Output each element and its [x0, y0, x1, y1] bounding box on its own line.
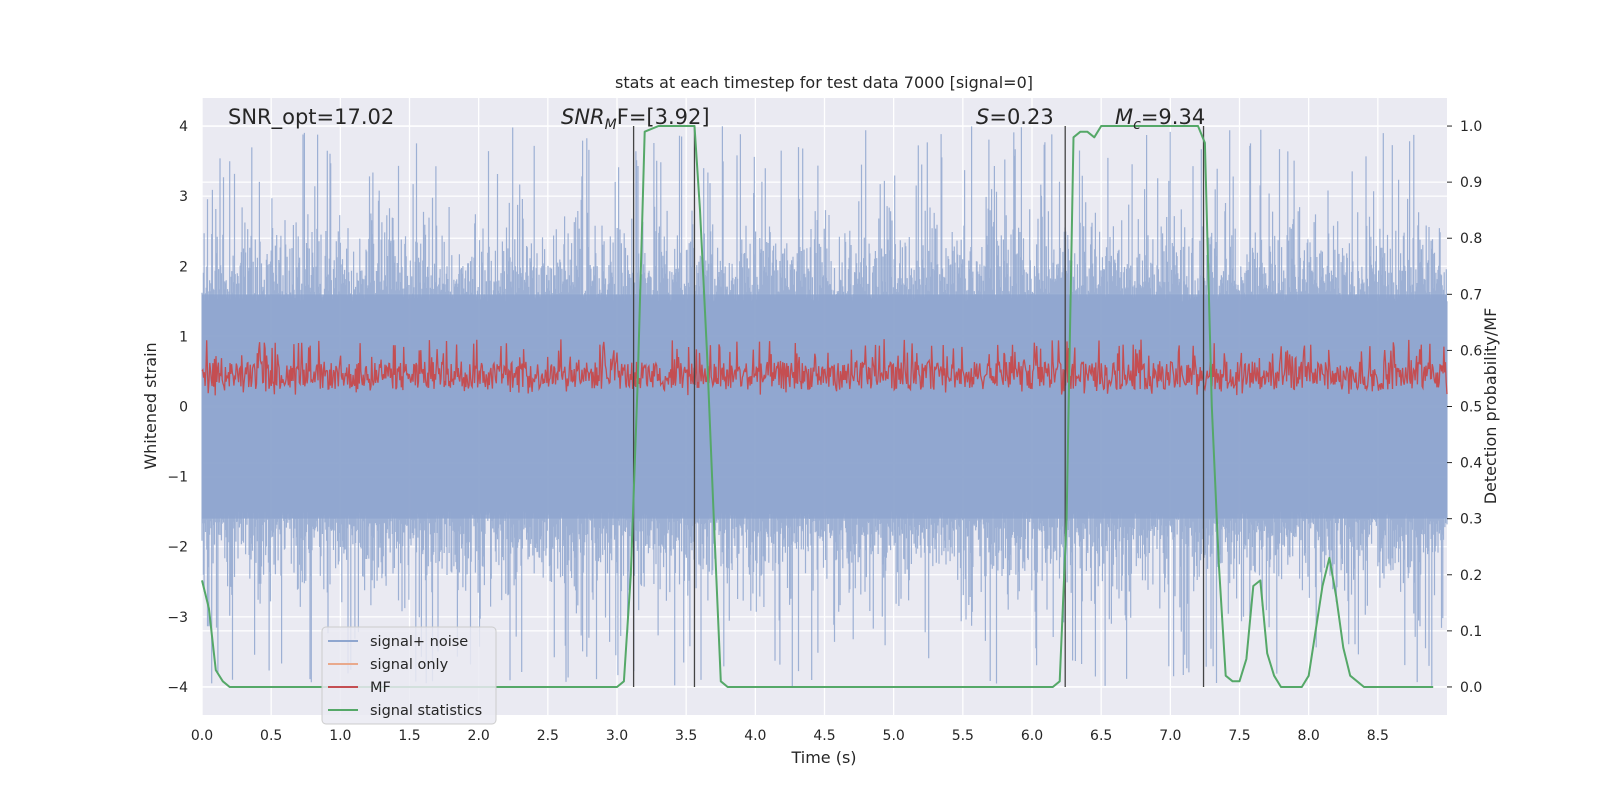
- vertical-markers: [632, 126, 1205, 687]
- y2-tick-label: 1.0: [1460, 119, 1482, 135]
- series-signal-noise: [201, 126, 1448, 686]
- x-tick-label: 6.5: [1090, 728, 1112, 744]
- series-mf: [201, 339, 1448, 396]
- y2-tick-label: 0.8: [1460, 231, 1482, 247]
- annotation-s-rest: =0.23: [989, 105, 1053, 129]
- y2-tick-labels: 1.0 0.9 0.8 0.7 0.6 0.5 0.4 0.3 0.2 0.1 0.0: [1447, 119, 1482, 696]
- legend-frame: [321, 626, 497, 725]
- series-signal-statistics: [201, 125, 1434, 688]
- y2-tick-label: 0.7: [1460, 287, 1482, 303]
- x-tick-label: 6.0: [1021, 728, 1043, 744]
- x-tick-label: 7.5: [1228, 728, 1250, 744]
- x-tick-label: 8.5: [1367, 728, 1389, 744]
- x-tick-label: 4.0: [744, 728, 766, 744]
- annotation-snr-mf-main: SNR: [561, 105, 605, 129]
- y-tick-label: −1: [167, 470, 188, 486]
- y-tick-label: −3: [167, 610, 188, 626]
- y2-tick-label: 0.6: [1460, 343, 1482, 359]
- y2-tick-label: 0.9: [1460, 175, 1482, 191]
- y-tick-label: −4: [167, 680, 188, 696]
- x-tick-label: 2.5: [537, 728, 559, 744]
- signal-statistics-line: [201, 125, 1434, 688]
- annotation-mc: Mc=9.34: [1115, 105, 1205, 133]
- y-tick-label: 0: [179, 400, 188, 416]
- annotation-snr-mf-rest: F=[3.92]: [617, 105, 710, 129]
- annotation-mc-rest: =9.34: [1141, 105, 1205, 129]
- legend: signal+ noise signal only MF signal stat…: [321, 626, 497, 725]
- legend-label-signal-only: signal only: [370, 657, 449, 673]
- y2-tick-label: 0.4: [1460, 456, 1482, 472]
- y2-tick-label: 0.5: [1460, 400, 1482, 416]
- y2-tick-label: 0.1: [1460, 624, 1482, 640]
- y-tick-labels: 4 3 2 1 0 −1 −2 −3 −4: [167, 119, 188, 696]
- x-tick-label: 1.5: [398, 728, 420, 744]
- y-tick-label: 1: [179, 329, 188, 345]
- x-tick-label: 3.0: [606, 728, 628, 744]
- x-axis-label: Time (s): [790, 748, 856, 767]
- x-tick-label: 0.5: [260, 728, 282, 744]
- legend-label-mf: MF: [370, 680, 391, 696]
- y2-tick-label: 0.0: [1460, 680, 1482, 696]
- annotation-mc-sub: c: [1133, 117, 1141, 133]
- chart-title: stats at each timestep for test data 700…: [615, 73, 1033, 92]
- x-tick-label: 4.5: [813, 728, 835, 744]
- y-tick-label: 2: [179, 259, 188, 275]
- y2-tick-label: 0.3: [1460, 512, 1482, 528]
- y-tick-label: 4: [179, 119, 188, 135]
- annotation-snr-mf: SNRMF=[3.92]: [561, 105, 710, 133]
- legend-label-signal-noise: signal+ noise: [370, 634, 468, 650]
- y-axis-label: Whitened strain: [141, 342, 160, 469]
- x-tick-label: 3.5: [675, 728, 697, 744]
- noise-core-band: [202, 294, 1447, 519]
- annotation-s-var: S: [976, 105, 989, 129]
- x-tick-label: 0.0: [191, 728, 213, 744]
- x-tick-labels: 0.0 0.5 1.0 1.5 2.0 2.5 3.0 3.5 4.0 4.5 5.0 5.5 6.0 6…: [191, 728, 1389, 744]
- y2-axis-label: Detection probability/MF: [1481, 308, 1500, 505]
- x-tick-label: 5.0: [883, 728, 905, 744]
- mf-line: [201, 339, 1448, 396]
- y2-tick-label: 0.2: [1460, 568, 1482, 584]
- y-tick-label: 3: [179, 189, 188, 205]
- legend-label-signal-statistics: signal statistics: [370, 703, 482, 719]
- y-tick-label: −2: [167, 540, 188, 556]
- x-tick-label: 7.0: [1159, 728, 1181, 744]
- x-tick-label: 1.0: [329, 728, 351, 744]
- x-tick-label: 8.0: [1298, 728, 1320, 744]
- annotation-mc-var: M: [1115, 105, 1133, 129]
- annotation-snr-opt: SNR_opt=17.02: [228, 105, 394, 130]
- x-tick-label: 5.5: [952, 728, 974, 744]
- annotation-s: S=0.23: [976, 105, 1054, 129]
- x-tick-label: 2.0: [468, 728, 490, 744]
- annotation-snr-mf-sub: M: [605, 117, 617, 133]
